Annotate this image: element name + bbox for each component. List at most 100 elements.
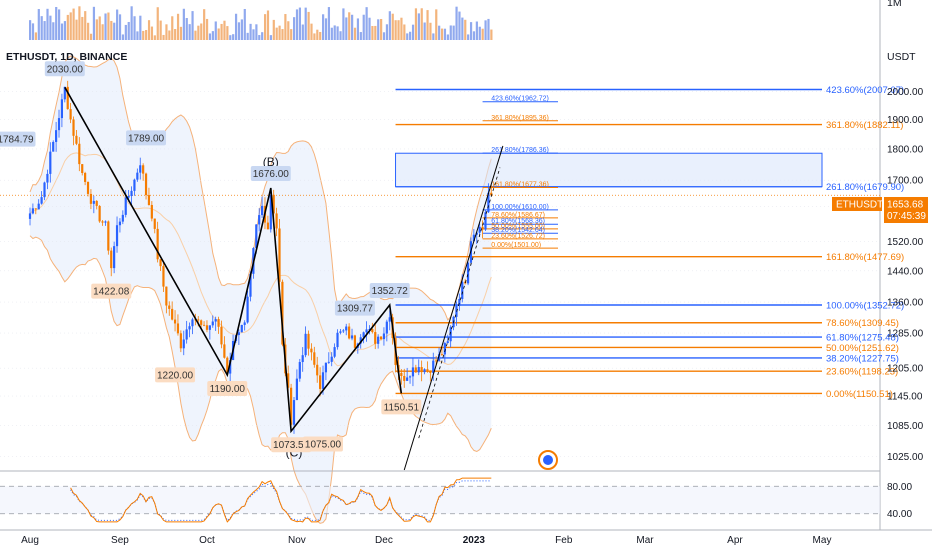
candle-body [426,369,429,372]
candle-body [205,325,209,330]
volume-bar [150,26,154,40]
candle-body [432,360,435,373]
candle-body [49,151,52,174]
candle-body [240,324,243,333]
candle-body [142,165,145,174]
candle-body [417,367,420,373]
volume-bar [365,7,368,40]
volume-bar [139,15,142,40]
candle-body [260,205,264,216]
fib-extension-small[interactable]: 423.60%(1962.72) 361.80%(1895.36) 261.80%(… [482,96,558,249]
volume-bar [310,23,313,40]
candle-body [156,228,159,260]
currency-label: USDT [887,51,916,63]
volume-bar [322,14,325,40]
candle-body [173,319,177,324]
volume-bar [345,17,348,40]
osc-tick-label: 80.00 [887,482,912,493]
candle-body [144,173,148,196]
volume-bar [475,21,478,40]
volume-bar [113,22,116,40]
event-icon[interactable] [538,450,558,470]
candle-body [365,329,368,333]
fib-level-label: 23.60%(1198.23) [826,367,898,378]
volume-bar [37,9,40,40]
candle-body [423,369,426,373]
volume-bar [423,22,426,40]
wave-path[interactable] [64,86,403,434]
volume-bar [87,22,90,40]
candle-body [362,332,365,338]
volume-bar [490,29,493,40]
volume-bar [438,25,441,40]
candle-body [110,250,113,269]
candle-body [217,319,220,327]
candle-body [226,357,229,374]
candle-body [321,372,325,389]
fib-level-label: 423.60%(1962.72) [491,96,549,103]
last-price-badge: ETHUSDT 1653.68 07:45:39 [832,197,928,223]
fib-level-label: 161.80%(1677.36) [491,182,549,189]
candle-body [229,360,232,374]
candle-body [185,329,188,340]
candle-body [301,355,304,363]
fib-level-label: 0.00%(1150.51) [826,389,893,400]
volume-bar [147,20,151,40]
volume-bar [208,33,212,40]
volume-bar [220,23,223,40]
volume-bar [417,13,420,40]
symbol-tag [832,197,882,211]
fib-level-label: 0.00%(1501.00) [491,242,541,249]
candle-body [382,333,386,340]
volume-bar [98,16,101,40]
candles [28,80,493,434]
candle-body [481,226,484,230]
volume-bar [84,11,87,40]
candle-body [208,325,211,330]
volume-bar [281,29,284,40]
candle-body [86,181,90,194]
volume-bar [263,14,267,41]
candle-body [472,234,475,242]
candle-body [191,319,194,327]
fib-level-label: 38.20%(1542.64) [491,227,545,234]
time-tick-label: Apr [727,535,743,546]
volume-bar [449,25,452,40]
price-tag-value: 1653.68 [887,200,924,211]
candle-body [345,326,348,331]
price-tick-label: 1025.00 [887,452,924,463]
volume-scale-label: 1M [887,0,902,9]
channel-line-lower[interactable] [418,167,501,439]
volume-bar [391,13,394,40]
volume-bar [301,24,304,40]
price-marker-text: 1220.00 [157,370,194,381]
volume-bar [211,31,214,40]
price-marker-box [271,437,312,453]
volume-bar [229,35,232,40]
fib-extension-large[interactable]: 423.60%(2007.07) 361.80%(1882.11) 261.80%(… [395,85,905,400]
candle-body [176,323,180,334]
candle-body [95,200,98,206]
channel-line-upper[interactable] [403,145,504,471]
candle-body [403,376,406,381]
candle-body [197,319,200,321]
fib-level-label: 261.80%(1786.36) [491,147,549,154]
volume-bar [298,7,302,41]
trend-lines[interactable] [403,145,504,471]
volume-bar [214,21,217,40]
candle-body [220,326,223,345]
volume-bar [342,8,345,40]
candle-body [316,364,319,376]
candle-body [55,130,58,142]
fib-level-label: 50.00%(1555.00) [491,223,545,230]
candle-body [57,118,61,131]
candle-body [133,179,136,191]
volume-bar [382,32,386,40]
price-markers: 2030.00 1784.79 1789.00 1422.08 1220.00 1190.… [0,61,422,453]
candle-body [339,331,342,333]
candle-body [379,336,383,340]
candle-body [437,354,441,361]
volume-bar [223,20,226,40]
volume-bar [136,31,139,40]
